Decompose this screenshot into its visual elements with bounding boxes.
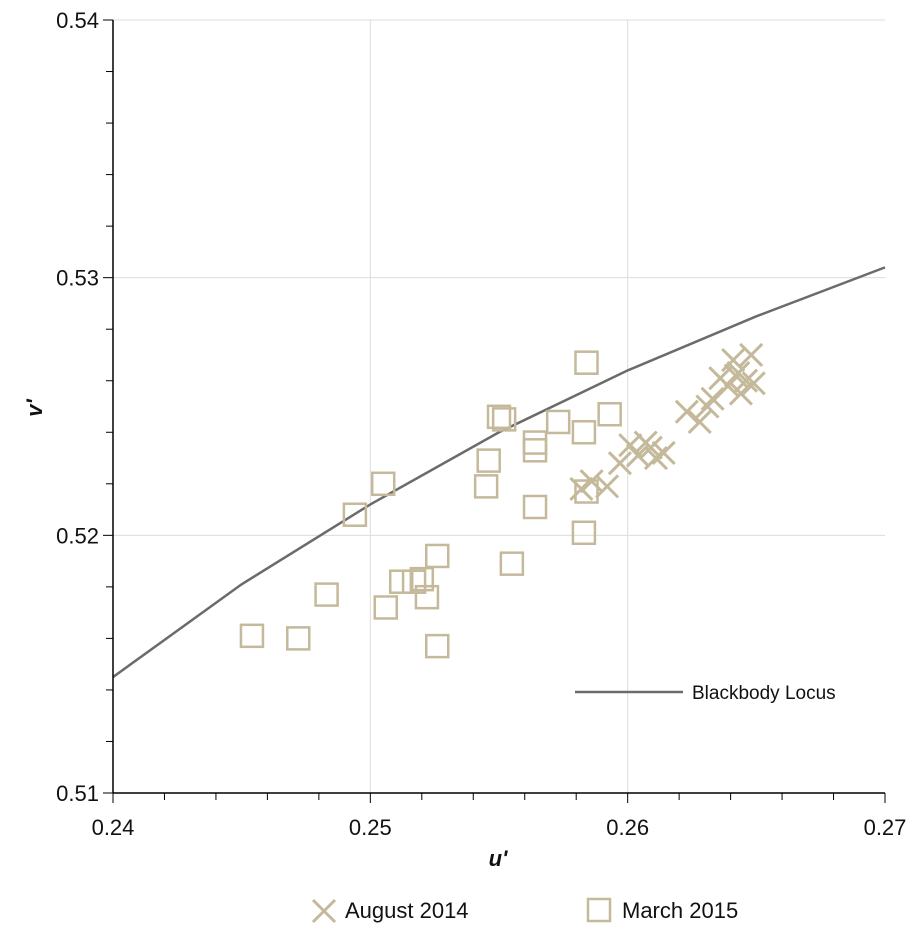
march-2015-point <box>424 633 450 659</box>
blackbody-locus-layer <box>112 266 886 679</box>
march-2015-point <box>522 430 548 455</box>
march-2015-point <box>522 494 548 520</box>
march-2015-point <box>409 566 435 592</box>
march-2015-point <box>286 626 311 651</box>
legend-item-march-2015: March 2015 <box>586 897 738 923</box>
august-2014-point <box>739 342 764 368</box>
x-marker-stroke <box>638 435 663 460</box>
march-2015-point <box>597 401 622 427</box>
august-2014-point <box>700 386 725 411</box>
legend-x-marker-icon <box>311 898 337 924</box>
legend-item-august-2014: August 2014 <box>311 898 469 924</box>
legend-label-march-2015: March 2015 <box>622 898 738 923</box>
march-2015-point <box>401 569 427 594</box>
y-tick-label: 0.54 <box>56 8 99 33</box>
august-2014-point <box>607 451 633 476</box>
march-2015-point <box>486 404 512 430</box>
march-2015-point <box>476 448 501 473</box>
blackbody-locus-legend-label: Blackbody Locus <box>692 683 836 704</box>
legend-label-august-2014: August 2014 <box>345 898 469 923</box>
march-2015-point <box>499 551 525 576</box>
march-2015-point <box>239 623 265 649</box>
august-2014-point <box>579 469 604 494</box>
x-marker-stroke <box>741 371 766 396</box>
y-axis-title: v' <box>22 398 47 416</box>
x-tick-label: 0.25 <box>349 815 392 840</box>
march-2015-point <box>545 409 571 435</box>
august-2014-point <box>595 474 620 499</box>
x-axis-title: u' <box>489 846 508 871</box>
march-2015-point <box>424 543 450 569</box>
y-tick-label: 0.52 <box>56 523 99 548</box>
march-2015-point <box>342 502 368 527</box>
data-points-layer <box>239 342 766 659</box>
march-2015-point <box>574 350 599 375</box>
y-tick-label: 0.51 <box>56 781 99 806</box>
x-tick-label: 0.26 <box>606 815 649 840</box>
march-2015-point <box>373 595 399 620</box>
x-marker-stroke <box>651 440 676 465</box>
x-tick-label: 0.27 <box>864 815 907 840</box>
march-2015-point <box>414 584 440 610</box>
legend: August 2014 March 2015 <box>311 897 738 924</box>
axes <box>103 19 886 803</box>
legend-x-marker <box>311 898 337 924</box>
august-2014-point <box>674 399 699 424</box>
x-marker-stroke <box>579 469 604 494</box>
y-tick-label: 0.53 <box>56 266 99 291</box>
x-marker-stroke <box>618 433 643 458</box>
x-tick-label: 0.24 <box>92 815 135 840</box>
march-2015-point <box>388 569 414 594</box>
august-2014-point <box>651 440 676 465</box>
x-marker-stroke <box>311 898 337 924</box>
august-2014-point <box>569 476 594 502</box>
march-2015-point <box>473 474 499 499</box>
legend-square-marker-icon <box>586 897 612 923</box>
march-2015-point <box>314 582 339 607</box>
x-marker-stroke <box>728 381 753 406</box>
august-2014-point <box>733 368 759 393</box>
x-marker-stroke <box>595 474 620 499</box>
x-marker-stroke <box>674 399 699 424</box>
x-marker-stroke <box>733 368 759 393</box>
x-marker-stroke <box>687 409 712 435</box>
blackbody-locus-line <box>112 266 886 679</box>
x-marker-stroke <box>715 373 741 398</box>
august-2014-point <box>741 371 766 396</box>
legend-square-marker <box>586 897 612 923</box>
blackbody-locus-legend: Blackbody Locus <box>575 683 836 704</box>
august-2014-point <box>687 409 712 435</box>
march-2015-point <box>571 520 597 546</box>
x-marker-stroke <box>607 451 633 476</box>
x-marker-stroke <box>569 476 594 502</box>
gridlines <box>113 19 885 793</box>
tick-labels: 0.24 0.25 0.26 0.27 0.51 0.52 0.53 0.54 <box>56 8 906 840</box>
march-2015-point <box>574 479 599 504</box>
march-2015-point <box>370 471 396 497</box>
x-marker-stroke <box>700 386 725 411</box>
august-2014-point <box>728 381 753 406</box>
x-marker-stroke <box>739 342 764 368</box>
march-2015-point <box>491 407 517 432</box>
august-2014-point <box>715 373 741 398</box>
march-2015-point <box>571 420 597 445</box>
